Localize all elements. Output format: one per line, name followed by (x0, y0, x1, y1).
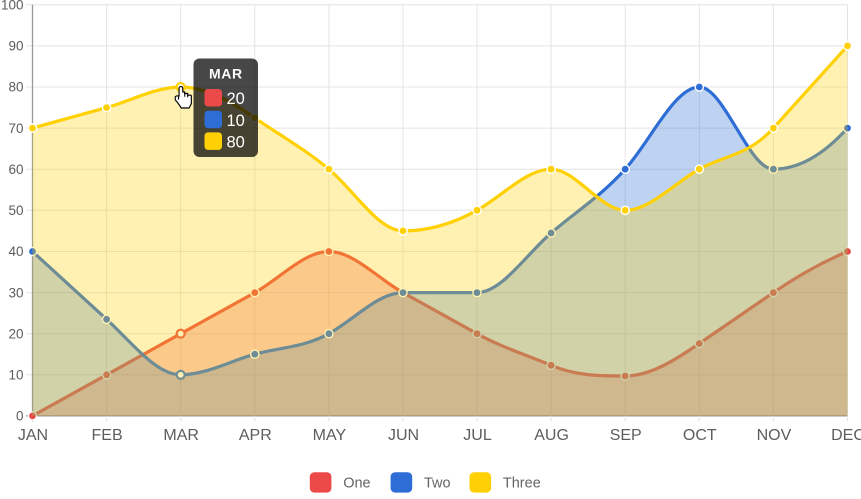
svg-text:DEC: DEC (831, 427, 861, 444)
svg-text:80: 80 (227, 134, 245, 152)
svg-text:10: 10 (227, 112, 245, 130)
svg-text:50: 50 (8, 203, 23, 218)
svg-text:JAN: JAN (18, 427, 48, 444)
svg-text:JUL: JUL (463, 427, 492, 444)
svg-text:SEP: SEP (610, 427, 642, 444)
svg-text:Two: Two (424, 475, 451, 491)
svg-text:0: 0 (16, 409, 24, 424)
svg-text:JUN: JUN (388, 427, 419, 444)
svg-text:Three: Three (503, 475, 541, 491)
svg-text:MAR: MAR (163, 427, 199, 444)
svg-text:20: 20 (8, 326, 23, 341)
svg-text:70: 70 (8, 121, 23, 136)
svg-text:NOV: NOV (757, 427, 792, 444)
svg-text:FEB: FEB (92, 427, 123, 444)
svg-text:80: 80 (8, 80, 23, 95)
svg-text:60: 60 (8, 162, 23, 177)
svg-text:AUG: AUG (534, 427, 569, 444)
svg-text:30: 30 (8, 285, 23, 300)
svg-text:20: 20 (227, 90, 245, 108)
svg-text:90: 90 (8, 39, 23, 54)
svg-text:MAY: MAY (313, 427, 347, 444)
svg-text:100: 100 (1, 0, 24, 13)
svg-text:APR: APR (239, 427, 272, 444)
svg-text:40: 40 (8, 244, 23, 259)
svg-text:MAR: MAR (209, 66, 243, 82)
svg-text:One: One (343, 475, 370, 491)
svg-text:OCT: OCT (683, 427, 717, 444)
svg-text:10: 10 (8, 368, 23, 383)
